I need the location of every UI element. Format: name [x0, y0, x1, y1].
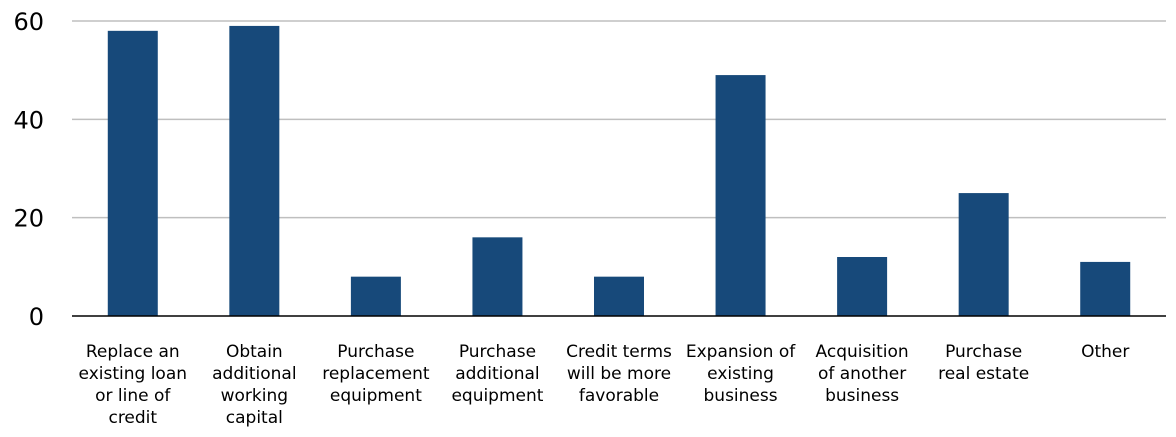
x-category-label-line: working: [221, 386, 288, 406]
x-category-label-line: Replace an: [86, 342, 180, 362]
x-category-label: Other: [1081, 342, 1129, 362]
x-category-label: Credit terms will be more favorable: [566, 342, 672, 406]
x-category-label-line: equipment: [330, 386, 422, 406]
x-category-label: Purchase real estate: [938, 342, 1029, 384]
bar: [229, 25, 280, 317]
x-category-label-line: credit: [108, 408, 157, 428]
x-category-label: Acquisition of another business: [816, 342, 909, 406]
y-tick-label: 20: [13, 205, 44, 233]
bar: [350, 276, 401, 316]
x-category-label-line: or line of: [95, 386, 171, 406]
y-axis-tick-labels: 0 20 40 60: [13, 8, 44, 331]
y-tick-label: 40: [13, 106, 44, 134]
bar: [1080, 261, 1131, 316]
y-tick-label: 60: [13, 8, 44, 36]
x-category-label-line: favorable: [579, 386, 659, 406]
x-category-label-line: Acquisition: [816, 342, 909, 362]
x-category-label-line: replacement: [322, 364, 430, 384]
x-category-label-line: Obtain: [226, 342, 283, 362]
x-category-label-line: capital: [226, 408, 283, 428]
x-category-label: Expansion of existing business: [686, 342, 796, 406]
bars: [107, 25, 1131, 317]
x-category-label: Obtain additional working capital: [212, 342, 296, 428]
x-category-label-line: additional: [455, 364, 539, 384]
x-category-label-line: business: [704, 386, 778, 406]
x-category-label-line: of another: [818, 364, 906, 384]
x-category-label-line: equipment: [451, 386, 543, 406]
bar: [594, 276, 644, 316]
x-category-label-line: Expansion of: [686, 342, 796, 362]
x-category-label-line: will be more: [567, 364, 671, 384]
x-category-label-line: real estate: [938, 364, 1029, 384]
x-category-label-line: existing loan: [79, 364, 187, 384]
x-category-label: Purchase additional equipment: [451, 342, 543, 406]
x-category-label-line: Purchase: [459, 342, 536, 362]
x-category-label-line: Other: [1081, 342, 1129, 362]
bar: [715, 75, 766, 316]
bar: [837, 257, 888, 316]
y-tick-label: 0: [29, 303, 44, 331]
x-category-label-line: existing: [707, 364, 774, 384]
bar: [472, 237, 523, 316]
x-category-label-line: additional: [212, 364, 296, 384]
x-category-label-line: business: [825, 386, 899, 406]
x-axis-category-labels: Replace an existing loan or line of credit O…: [79, 342, 1130, 428]
x-category-label-line: Purchase: [337, 342, 414, 362]
bar: [958, 193, 1009, 316]
x-category-label: Replace an existing loan or line of credit: [79, 342, 187, 428]
x-category-label-line: Credit terms: [566, 342, 672, 362]
bar: [107, 30, 158, 316]
x-category-label: Purchase replacement equipment: [322, 342, 430, 406]
x-category-label-line: Purchase: [945, 342, 1022, 362]
